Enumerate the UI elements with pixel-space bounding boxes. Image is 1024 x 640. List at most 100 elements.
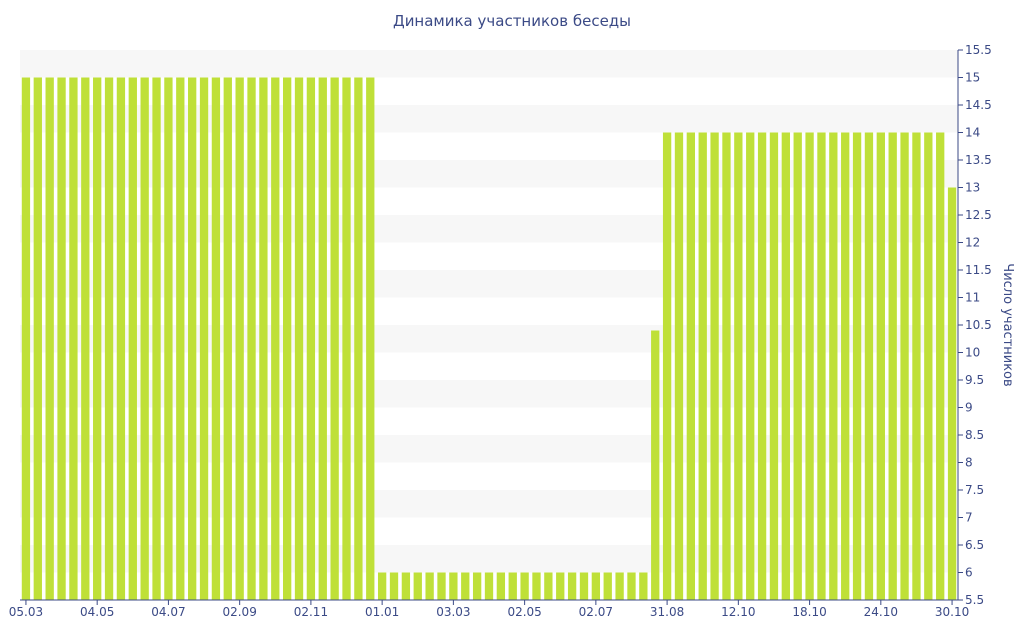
bar bbox=[900, 132, 909, 600]
x-tick-label: 02.07 bbox=[579, 605, 613, 619]
chart-title: Динамика участников беседы bbox=[392, 12, 632, 30]
y-tick-label: 7 bbox=[965, 511, 973, 525]
bar bbox=[259, 77, 268, 600]
y-tick-label: 6.5 bbox=[965, 538, 984, 552]
bar bbox=[104, 77, 114, 600]
bar bbox=[936, 132, 945, 600]
y-tick-label: 10 bbox=[965, 346, 980, 360]
bar bbox=[366, 77, 375, 600]
bar bbox=[852, 132, 862, 600]
y-tick-label: 9.5 bbox=[965, 373, 984, 387]
bar bbox=[698, 132, 707, 600]
bar bbox=[164, 77, 173, 600]
bar bbox=[615, 572, 624, 600]
y-tick-label: 11.5 bbox=[965, 263, 992, 277]
bar bbox=[271, 77, 280, 600]
bar bbox=[33, 77, 42, 600]
bar bbox=[662, 132, 672, 600]
y-tick-label: 15 bbox=[965, 71, 980, 85]
bar bbox=[211, 77, 221, 600]
bar bbox=[710, 132, 719, 600]
bar bbox=[140, 77, 149, 600]
bar bbox=[377, 572, 387, 600]
y-tick-label: 11 bbox=[965, 291, 980, 305]
bar bbox=[57, 77, 66, 600]
bar bbox=[413, 572, 422, 600]
y-tick-label: 7.5 bbox=[965, 483, 984, 497]
bar bbox=[235, 77, 244, 600]
x-tick-label: 12.10 bbox=[721, 605, 755, 619]
x-tick-label: 24.10 bbox=[864, 605, 898, 619]
y-tick-label: 14.5 bbox=[965, 98, 992, 112]
x-tick-label: 04.07 bbox=[151, 605, 185, 619]
bar bbox=[342, 77, 351, 600]
bar bbox=[876, 132, 885, 600]
bar bbox=[746, 132, 755, 600]
bar bbox=[318, 77, 327, 600]
bar bbox=[330, 77, 339, 600]
bar bbox=[579, 572, 589, 600]
bar bbox=[757, 132, 767, 600]
y-tick-label: 13 bbox=[965, 181, 980, 195]
bar bbox=[93, 77, 102, 600]
bar bbox=[306, 77, 316, 600]
y-tick-label: 8 bbox=[965, 456, 973, 470]
bar bbox=[651, 330, 660, 600]
x-tick-label: 02.11 bbox=[294, 605, 328, 619]
x-tick-label: 18.10 bbox=[792, 605, 826, 619]
y-tick-label: 12 bbox=[965, 236, 980, 250]
bar bbox=[69, 77, 78, 600]
bar bbox=[282, 77, 292, 600]
bar bbox=[496, 572, 506, 600]
bar bbox=[425, 572, 434, 600]
x-tick-label: 02.09 bbox=[222, 605, 256, 619]
y-tick-label: 12.5 bbox=[965, 208, 992, 222]
bar bbox=[437, 572, 446, 600]
bar bbox=[805, 132, 814, 600]
bar bbox=[223, 77, 232, 600]
y-tick-label: 6 bbox=[965, 566, 973, 580]
y-tick-label: 5.5 bbox=[965, 593, 984, 607]
x-tick-label: 30.10 bbox=[935, 605, 969, 619]
bar bbox=[912, 132, 921, 600]
bar bbox=[45, 77, 54, 600]
bar bbox=[294, 77, 304, 600]
bar bbox=[508, 572, 517, 600]
bar bbox=[686, 132, 696, 600]
bar bbox=[449, 572, 458, 600]
y-axis-title: Число участников bbox=[1000, 263, 1015, 386]
x-tick-label: 31.08 bbox=[650, 605, 684, 619]
bar bbox=[841, 132, 850, 600]
bar bbox=[247, 77, 256, 600]
bar bbox=[639, 572, 648, 600]
bar bbox=[829, 132, 838, 600]
bar bbox=[591, 572, 601, 600]
bar bbox=[401, 572, 411, 600]
x-tick-label: 05.03 bbox=[9, 605, 43, 619]
bar bbox=[389, 572, 399, 600]
bar bbox=[674, 132, 684, 600]
bar bbox=[627, 572, 636, 600]
bar bbox=[520, 572, 529, 600]
bar bbox=[199, 77, 209, 600]
grid-band bbox=[20, 50, 958, 78]
y-tick-label: 10.5 bbox=[965, 318, 992, 332]
bar bbox=[116, 77, 126, 600]
y-tick-label: 15.5 bbox=[965, 43, 992, 57]
bar bbox=[947, 187, 957, 600]
x-tick-label: 01.01 bbox=[365, 605, 399, 619]
bar bbox=[354, 77, 363, 600]
bar bbox=[532, 572, 541, 600]
bar bbox=[567, 572, 577, 600]
bar bbox=[21, 77, 31, 600]
bar bbox=[603, 572, 612, 600]
bar bbox=[176, 77, 185, 600]
bar bbox=[864, 132, 874, 600]
x-tick-label: 02.05 bbox=[507, 605, 541, 619]
bar bbox=[544, 572, 553, 600]
y-tick-label: 13.5 bbox=[965, 153, 992, 167]
bar bbox=[769, 132, 779, 600]
y-tick-label: 14 bbox=[965, 126, 980, 140]
